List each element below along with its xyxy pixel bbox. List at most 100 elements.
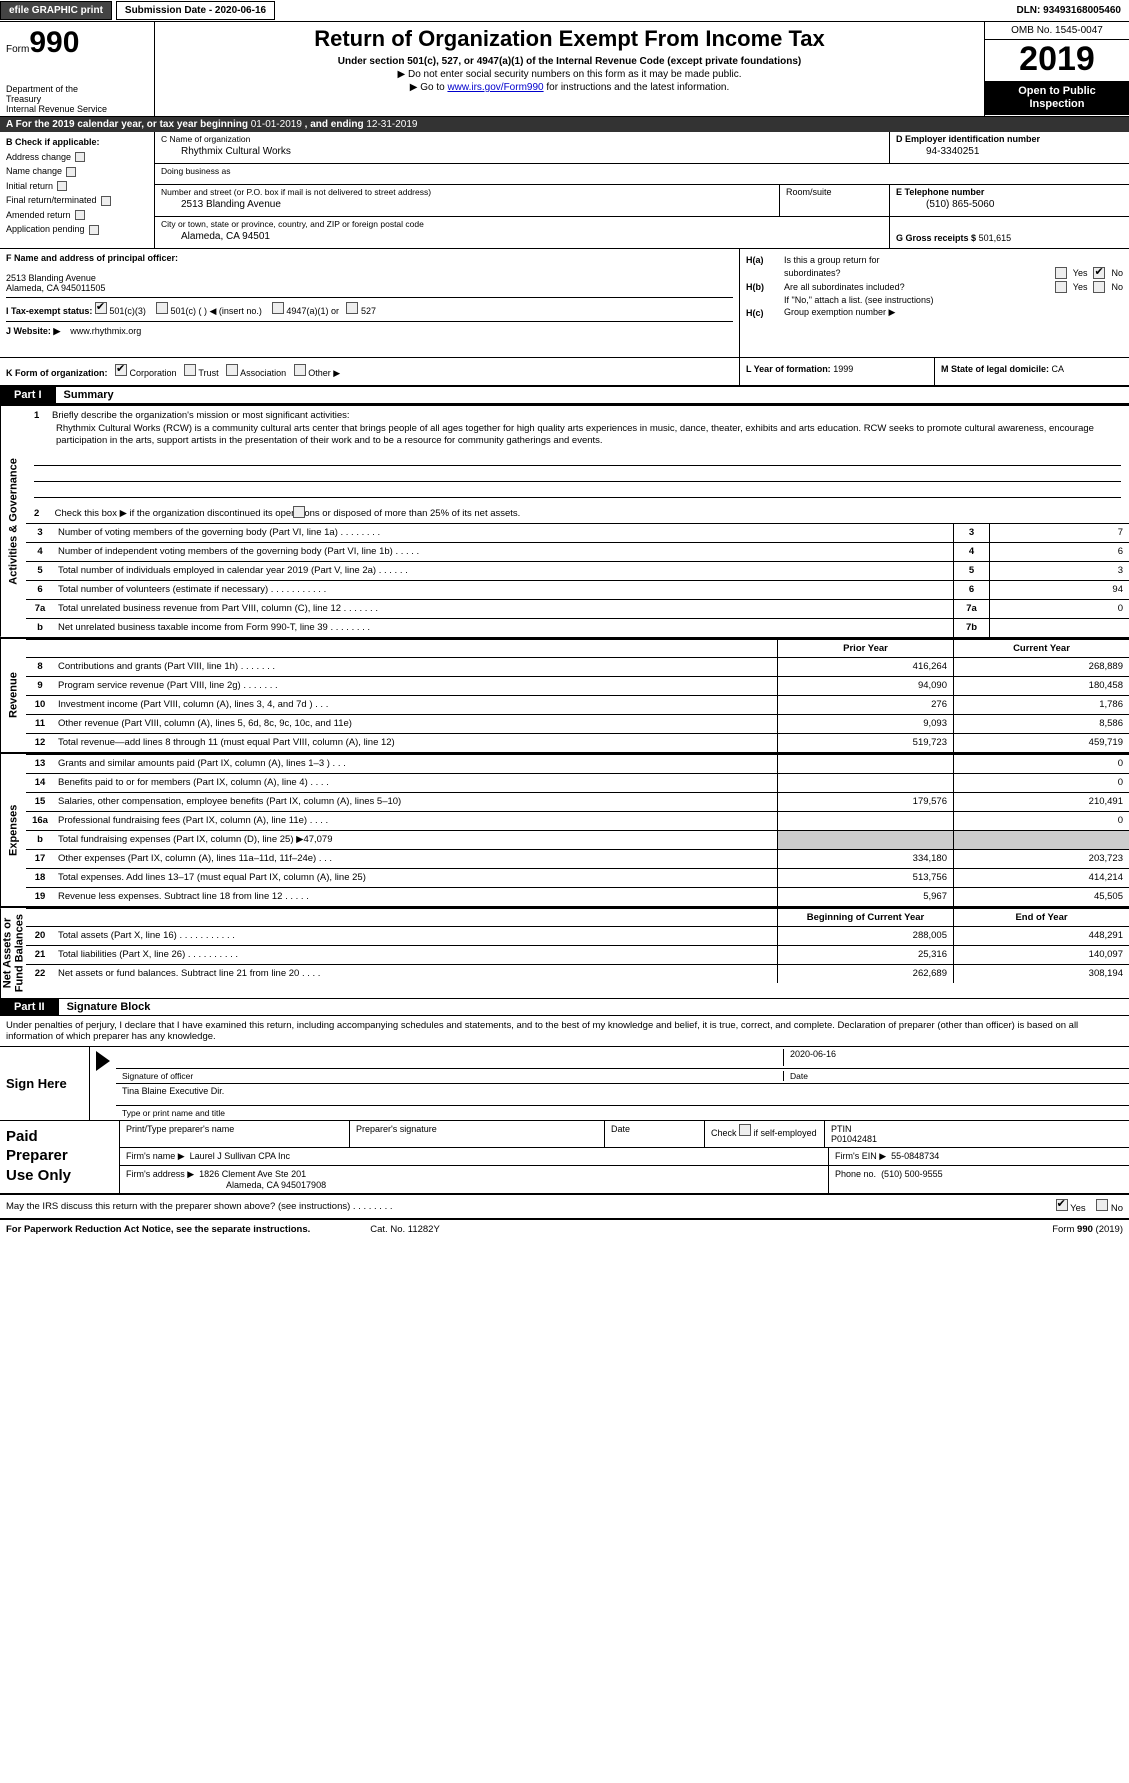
box-m: M State of legal domicile: CA <box>934 358 1129 385</box>
checkbox-q2[interactable] <box>293 506 305 518</box>
checkbox-k-0[interactable] <box>115 364 127 376</box>
data-line: 20 Total assets (Part X, line 16) . . . … <box>26 926 1129 945</box>
d-value: 94-3340251 <box>896 144 1123 157</box>
row-a-tax-year: A For the 2019 calendar year, or tax yea… <box>0 117 1129 132</box>
j-label: J Website: ▶ <box>6 326 60 336</box>
checkbox-501c3[interactable] <box>95 302 107 314</box>
current-year-val: 414,214 <box>953 869 1129 887</box>
m-label: M State of legal domicile: <box>941 364 1049 374</box>
checkbox-b-1[interactable] <box>66 167 76 177</box>
discuss-no: No <box>1111 1203 1123 1214</box>
c-room-caption: Room/suite <box>786 187 883 197</box>
box-k: K Form of organization: Corporation Trus… <box>0 358 739 385</box>
col-begin-year: Beginning of Current Year <box>777 909 953 926</box>
group-net-assets: Net Assets or Fund Balances Beginning of… <box>0 906 1129 998</box>
checkbox-b-5[interactable] <box>89 225 99 235</box>
line-text: Total unrelated business revenue from Pa… <box>54 601 953 616</box>
checkbox-b-2[interactable] <box>57 181 67 191</box>
box-c-city: City or town, state or province, country… <box>155 217 889 248</box>
current-year-val: 0 <box>953 774 1129 792</box>
form-number: Form990 <box>6 26 148 60</box>
prior-year-val <box>777 831 953 849</box>
checkbox-hb-yes[interactable] <box>1055 281 1067 293</box>
line-text: Contributions and grants (Part VIII, lin… <box>54 659 777 674</box>
box-e: E Telephone number (510) 865-5060 <box>889 185 1129 216</box>
q2-text: Check this box ▶ if the organization dis… <box>55 508 521 519</box>
box-b-item: Final return/terminated <box>6 194 148 208</box>
i-opt-501c3: 501(c)(3) <box>109 306 146 316</box>
line-num: 12 <box>26 735 54 750</box>
phone-value: (510) 500-9555 <box>881 1169 943 1179</box>
line-box: 5 <box>953 562 989 580</box>
checkbox-b-4[interactable] <box>75 210 85 220</box>
k-opt-0: Corporation <box>130 368 177 378</box>
signature-date: 2020-06-16 <box>783 1049 1123 1066</box>
checkbox-self-employed[interactable] <box>739 1124 751 1136</box>
paid-check-pre: Check <box>711 1128 737 1138</box>
firm-addr-label: Firm's address ▶ <box>126 1169 194 1179</box>
prior-year-val <box>777 774 953 792</box>
line-val: 94 <box>989 581 1129 599</box>
line-text: Other expenses (Part IX, column (A), lin… <box>54 851 777 866</box>
checkbox-k-2[interactable] <box>226 364 238 376</box>
line-num: 6 <box>26 582 54 597</box>
summary-line: 3 Number of voting members of the govern… <box>26 523 1129 542</box>
irs-link[interactable]: www.irs.gov/Form990 <box>447 82 543 93</box>
prior-year-val: 519,723 <box>777 734 953 752</box>
current-year-val <box>953 831 1129 849</box>
checkbox-ha-no[interactable] <box>1093 267 1105 279</box>
c-dba-caption: Doing business as <box>161 166 883 176</box>
note2-pre: ▶ Go to <box>410 82 448 93</box>
checkbox-hb-no[interactable] <box>1093 281 1105 293</box>
mission-block: 1Briefly describe the organization's mis… <box>26 406 1129 523</box>
form-subtitle: Under section 501(c), 527, or 4947(a)(1)… <box>165 56 974 67</box>
current-year-val: 0 <box>953 812 1129 830</box>
line-num: 19 <box>26 889 54 904</box>
hb-yes: Yes <box>1073 282 1088 292</box>
checkbox-b-0[interactable] <box>75 152 85 162</box>
summary-line: 6 Total number of volunteers (estimate i… <box>26 580 1129 599</box>
checkbox-b-3[interactable] <box>101 196 111 206</box>
discuss-yes: Yes <box>1070 1203 1086 1214</box>
line-num: 11 <box>26 716 54 731</box>
line-text: Number of independent voting members of … <box>54 544 953 559</box>
dept-line-1: Department of the <box>6 84 148 94</box>
box-h: H(a) Is this a group return for subordin… <box>739 249 1129 357</box>
group-revenue: Revenue Prior Year Current Year 8 Contri… <box>0 637 1129 752</box>
checkbox-4947[interactable] <box>272 302 284 314</box>
discuss-row: May the IRS discuss this return with the… <box>0 1195 1129 1220</box>
line-num: b <box>26 620 54 635</box>
checkbox-k-3[interactable] <box>294 364 306 376</box>
line-val: 0 <box>989 600 1129 618</box>
box-b-item: Amended return <box>6 209 148 223</box>
prior-year-val: 94,090 <box>777 677 953 695</box>
line-num: 5 <box>26 563 54 578</box>
data-line: 8 Contributions and grants (Part VIII, l… <box>26 657 1129 676</box>
checkbox-k-1[interactable] <box>184 364 196 376</box>
group-governance: Activities & Governance 1Briefly describ… <box>0 404 1129 637</box>
c-dba-value <box>161 176 883 182</box>
line-num: 16a <box>26 813 54 828</box>
paperwork-notice: For Paperwork Reduction Act Notice, see … <box>6 1224 310 1235</box>
paid-l1: Paid <box>6 1127 113 1147</box>
checkbox-ha-yes[interactable] <box>1055 267 1067 279</box>
line-val: 6 <box>989 543 1129 561</box>
part1-bar: Part I Summary <box>0 387 1129 404</box>
signature-field[interactable] <box>122 1049 783 1066</box>
line-box: 7a <box>953 600 989 618</box>
col-current-year: Current Year <box>953 640 1129 657</box>
line-num: 10 <box>26 697 54 712</box>
q1-num: 1 <box>34 410 52 421</box>
line-text: Investment income (Part VIII, column (A)… <box>54 697 777 712</box>
row-a-end: 12-31-2019 <box>366 119 417 130</box>
phone-label: Phone no. <box>835 1169 876 1179</box>
current-year-val: 210,491 <box>953 793 1129 811</box>
checkbox-discuss-no[interactable] <box>1096 1199 1108 1211</box>
checkbox-discuss-yes[interactable] <box>1056 1199 1068 1211</box>
box-f: F Name and address of principal officer:… <box>0 249 739 357</box>
line-num: 8 <box>26 659 54 674</box>
checkbox-527[interactable] <box>346 302 358 314</box>
name-title-caption: Type or print name and title <box>122 1108 1123 1118</box>
checkbox-501c[interactable] <box>156 302 168 314</box>
hb-no: No <box>1111 282 1123 292</box>
